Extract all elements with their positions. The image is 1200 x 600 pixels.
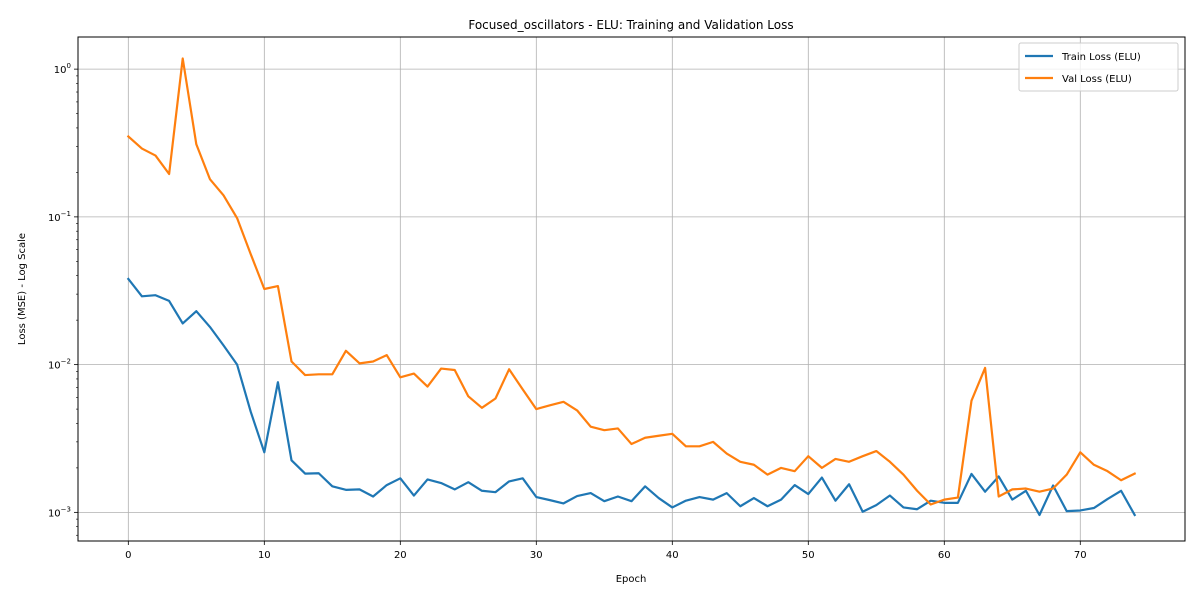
y-tick-base: 10 (48, 213, 61, 224)
grid-layer (78, 37, 1185, 541)
y-tick-base: 10 (48, 508, 61, 519)
y-tick-exponent: 0 (67, 62, 71, 70)
x-axis: 0 10 20 30 40 50 60 70 (125, 541, 1087, 561)
legend-label-train: Train Loss (ELU) (1061, 52, 1141, 63)
legend: Train Loss (ELU) Val Loss (ELU) (1018, 42, 1179, 92)
x-tick-label: 50 (802, 550, 815, 561)
y-tick-label: 10−3 (48, 505, 71, 519)
y-tick-exponent: −3 (61, 505, 71, 513)
y-tick-base: 10 (48, 361, 61, 372)
y-tick-label: 100 (54, 62, 71, 76)
x-axis-label: Epoch (616, 574, 647, 585)
y-tick-exponent: −1 (61, 210, 71, 218)
y-tick-base: 10 (54, 65, 67, 76)
x-tick-label: 70 (1074, 550, 1087, 561)
x-tick-label: 0 (125, 550, 131, 561)
series-line-train (126, 277, 1137, 517)
y-axis-label: Loss (MSE) - Log Scale (17, 233, 28, 345)
x-tick-label: 40 (666, 550, 679, 561)
y-tick-label: 10−2 (48, 358, 71, 372)
plot-frame (77, 36, 1186, 542)
legend-label-val: Val Loss (ELU) (1062, 74, 1132, 85)
series-layer (126, 57, 1137, 517)
x-tick-label: 60 (938, 550, 951, 561)
x-tick-label: 30 (530, 550, 543, 561)
series-line-val (126, 57, 1137, 506)
chart-title: Focused_oscillators - ELU: Training and … (468, 18, 793, 32)
legend-frame (1018, 42, 1179, 92)
x-tick-label: 20 (394, 550, 407, 561)
x-tick-label: 10 (258, 550, 271, 561)
y-tick-label: 10−1 (48, 210, 71, 224)
y-tick-exponent: −2 (61, 358, 71, 366)
